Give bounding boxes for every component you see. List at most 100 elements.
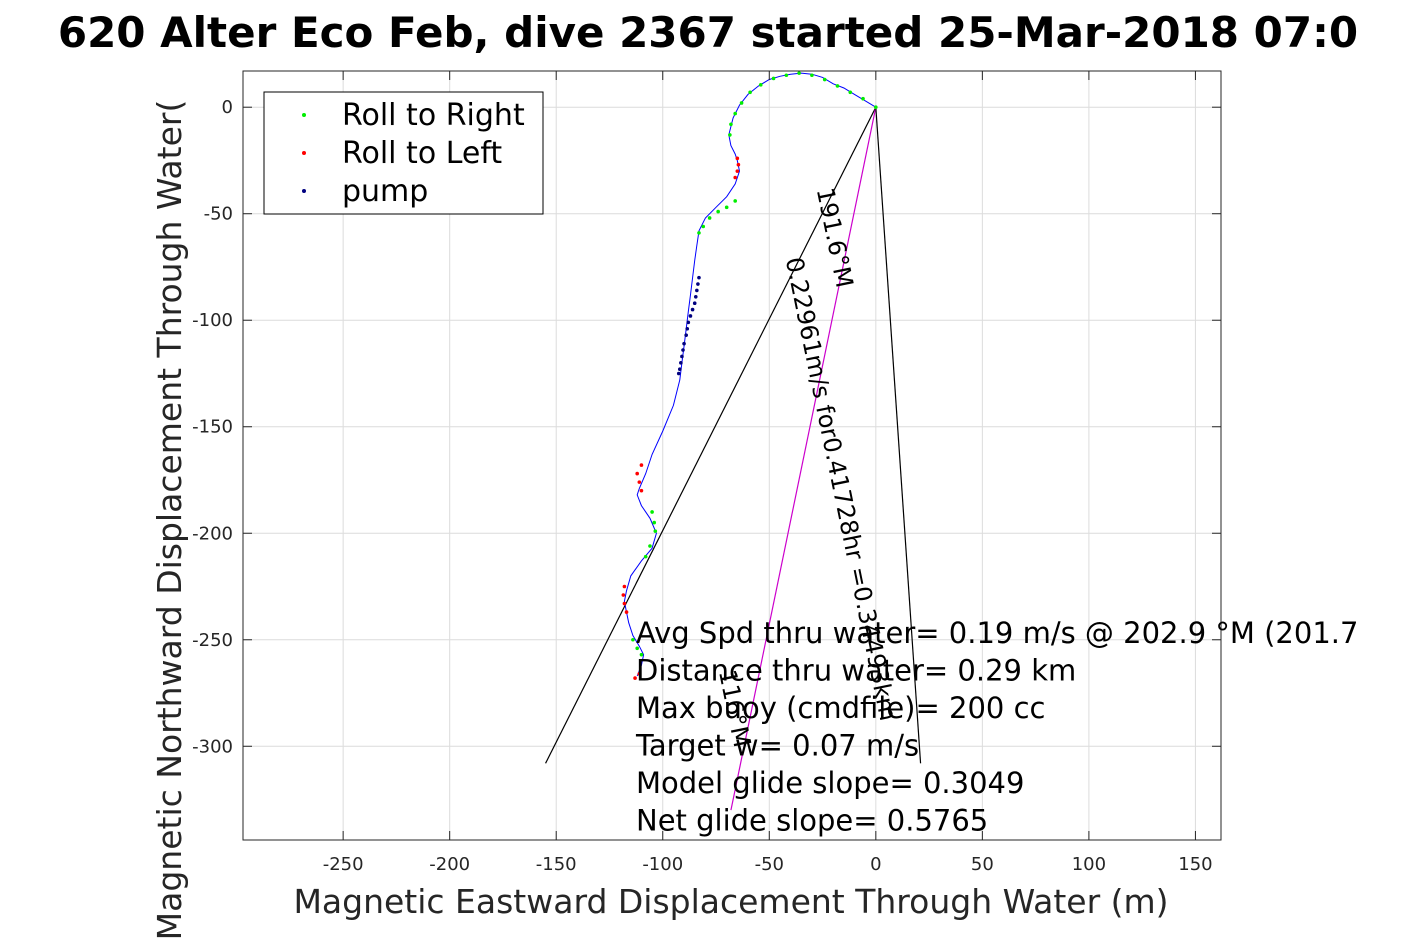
y-tick-label: -250 <box>192 630 233 651</box>
roll-right-point <box>648 544 652 548</box>
roll-right-point <box>848 90 853 95</box>
pump-point <box>695 288 699 293</box>
plot-frame <box>242 70 1222 841</box>
roll-right-point <box>810 73 814 78</box>
chart-title: 620 Alter Eco Feb, dive 2367 started 25-… <box>58 8 1358 57</box>
dive-markers <box>621 71 878 680</box>
roll-right-point <box>639 652 644 657</box>
roll-right-point <box>728 133 732 137</box>
roll-left-point <box>735 156 740 161</box>
roll-right-point <box>643 554 648 559</box>
vector-line <box>875 107 922 764</box>
roll-right-point <box>797 71 801 75</box>
pump-point <box>692 301 697 305</box>
stat-line: Avg Spd thru water= 0.19 m/s @ 202.9 °M … <box>636 616 1358 650</box>
roll-left-point <box>639 463 644 467</box>
vector-line <box>545 106 877 764</box>
roll-right-point <box>650 510 654 514</box>
legend: Roll to Right Roll to Left pump <box>263 91 544 215</box>
track-polyline <box>623 72 877 677</box>
x-tick-label: -250 <box>323 854 364 875</box>
legend-entry-roll-left: Roll to Left <box>342 136 502 171</box>
roll-right-point <box>835 84 840 88</box>
pump-point <box>680 354 684 359</box>
legend-swatch-roll-left <box>302 151 306 155</box>
y-tick-label: -200 <box>192 523 233 544</box>
track-line <box>623 72 877 677</box>
stat-line: Distance thru water= 0.29 km <box>636 654 1076 688</box>
y-tick-label: -150 <box>192 417 233 438</box>
pump-point <box>685 326 690 331</box>
x-tick-label: 150 <box>1178 854 1212 875</box>
roll-right-point <box>784 73 789 78</box>
roll-right-point <box>733 111 737 116</box>
roll-right-point <box>822 77 827 82</box>
pump-point <box>688 314 693 318</box>
roll-right-point <box>707 216 712 220</box>
roll-right-point <box>733 199 737 203</box>
roll-left-point <box>736 162 741 167</box>
roll-right-point <box>701 224 706 229</box>
stat-line: Target w= 0.07 m/s <box>635 729 919 763</box>
legend-swatch-roll-right <box>302 113 306 117</box>
pump-point <box>697 275 701 280</box>
roll-right-point <box>652 520 657 525</box>
roll-right-point <box>739 101 744 105</box>
roll-left-point <box>733 175 737 180</box>
y-tick-label: -300 <box>192 736 233 757</box>
pump-point <box>684 333 688 337</box>
roll-left-point <box>624 610 629 614</box>
roll-left-point <box>633 676 637 680</box>
pump-point <box>690 307 695 312</box>
x-tick-label: 0 <box>870 854 881 875</box>
roll-right-point <box>716 209 720 214</box>
x-tick-label: 50 <box>971 854 994 875</box>
roll-right-point <box>653 529 658 533</box>
y-axis-label: Magnetic Northward Displacement Through … <box>150 100 189 941</box>
x-tick-label: -150 <box>536 854 577 875</box>
roll-left-point <box>622 601 627 606</box>
legend-entry-pump: pump <box>342 174 428 209</box>
roll-right-point <box>874 105 878 110</box>
grid-lines <box>243 71 1221 840</box>
y-tick-label: -50 <box>204 204 233 225</box>
x-axis-label: Magnetic Eastward Displacement Through W… <box>293 882 1168 921</box>
pump-point <box>676 371 681 376</box>
pump-point <box>681 348 685 352</box>
pump-point <box>679 361 683 365</box>
vector-lines <box>545 106 922 811</box>
pump-point <box>696 282 700 286</box>
stat-line: Model glide slope= 0.3049 <box>636 766 1024 800</box>
pump-point <box>682 341 686 346</box>
roll-left-point <box>621 593 626 597</box>
roll-left-point <box>637 480 642 484</box>
roll-left-point <box>639 488 644 493</box>
y-tick-label: -100 <box>192 310 233 331</box>
axis-ticks: -250 -200 -150 -100 -50 0 50 100 150 0 -50 -100 -150… <box>192 71 1221 875</box>
roll-right-point <box>758 83 763 87</box>
roll-right-point <box>771 76 776 81</box>
x-tick-label: 100 <box>1072 854 1106 875</box>
stat-line: Net glide slope= 0.5765 <box>636 804 988 838</box>
roll-left-point <box>622 584 627 589</box>
stat-line: Max buoy (cmdfile)= 200 cc <box>636 691 1045 725</box>
x-tick-label: -200 <box>429 854 470 875</box>
pump-point <box>677 367 682 372</box>
legend-box <box>263 91 544 215</box>
roll-right-point <box>635 646 639 651</box>
roll-left-point <box>637 672 642 676</box>
net-displacement-line <box>730 107 877 811</box>
legend-swatch-pump <box>302 189 306 193</box>
x-tick-label: -50 <box>755 854 784 875</box>
roll-right-point <box>724 205 729 210</box>
stats-annotations: Avg Spd thru water= 0.19 m/s @ 202.9 °M … <box>635 616 1358 838</box>
roll-right-point <box>697 231 701 235</box>
roll-right-point <box>861 96 865 101</box>
legend-entry-roll-right: Roll to Right <box>342 98 525 133</box>
pump-point <box>686 320 691 325</box>
roll-left-point <box>735 169 740 173</box>
plot-content <box>545 71 922 811</box>
roll-left-point <box>635 471 639 476</box>
y-tick-label: 0 <box>222 97 233 118</box>
